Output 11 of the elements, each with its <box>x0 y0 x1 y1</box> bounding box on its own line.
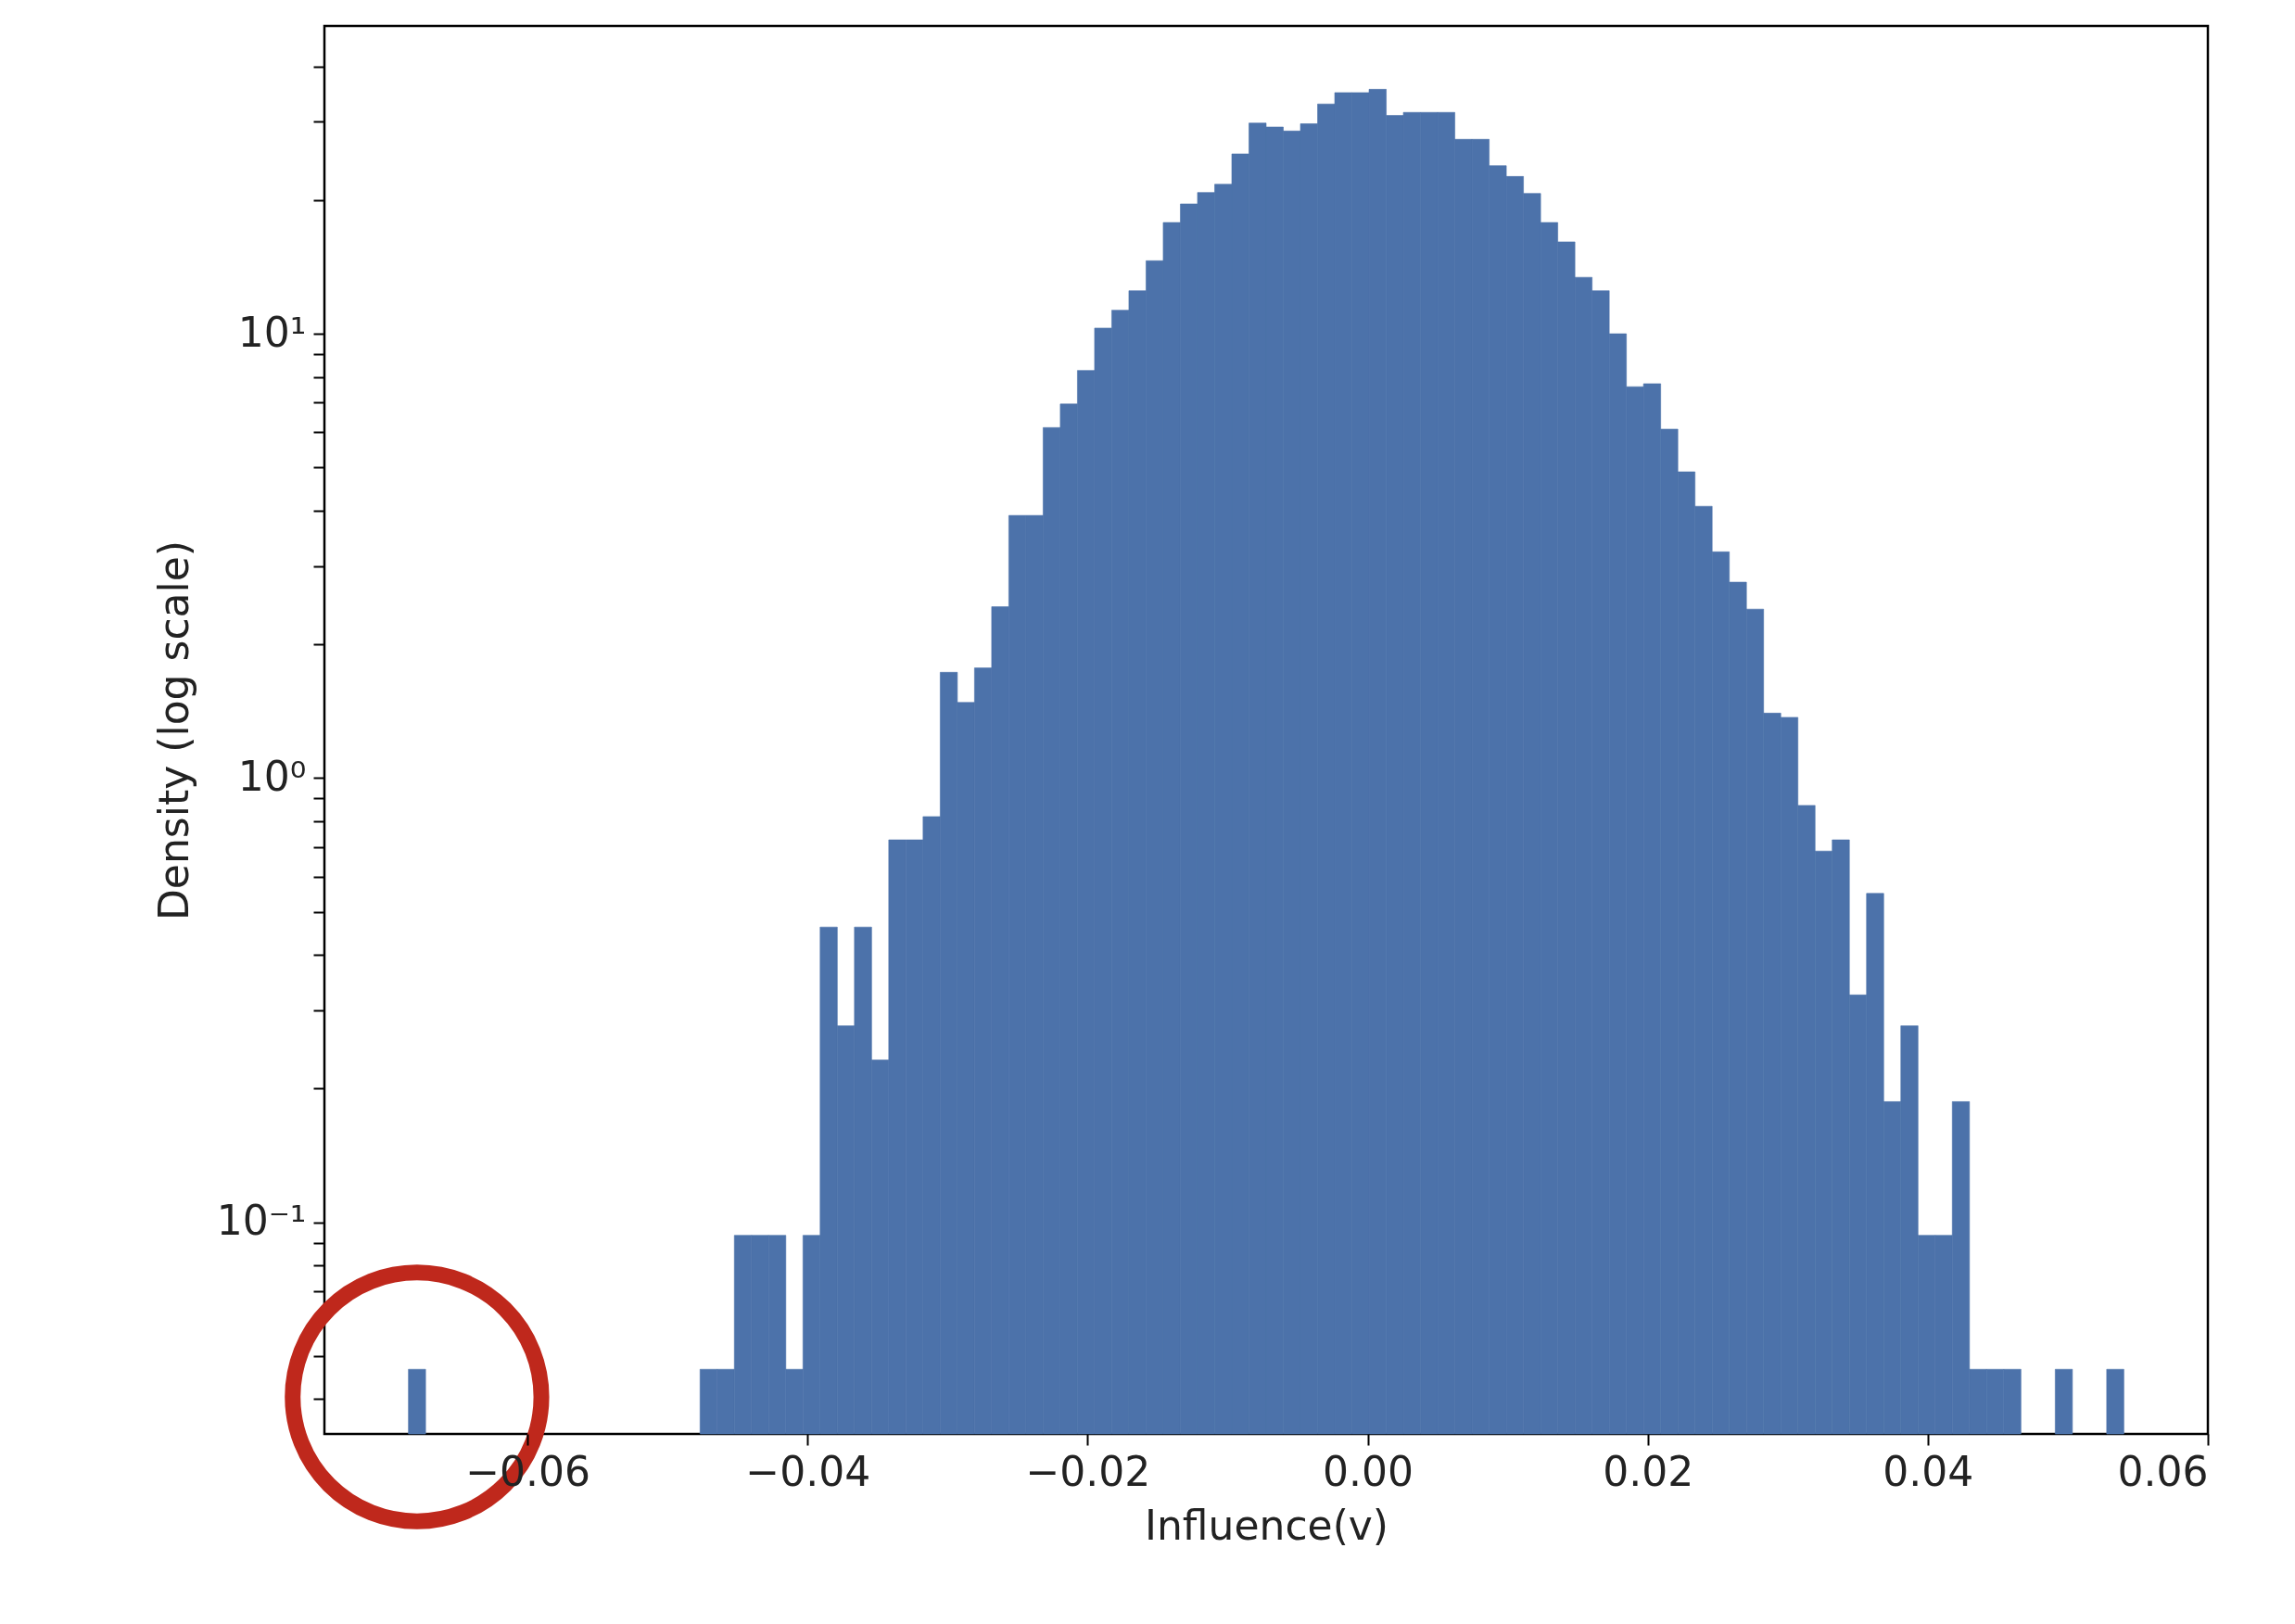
x-tick-label: 0.04 <box>1883 1447 1974 1495</box>
y-tick-label: 10⁰ <box>237 752 307 800</box>
x-tick-label: 0.02 <box>1603 1447 1694 1495</box>
x-tick-label: 0.06 <box>2117 1447 2209 1495</box>
y-axis-title: Density (log scale) <box>149 539 197 921</box>
y-tick-label: 10¹ <box>237 308 307 356</box>
x-tick-label: 0.00 <box>1323 1447 1414 1495</box>
y-tick-label: 10⁻¹ <box>216 1197 307 1245</box>
x-tick-label: −0.02 <box>1025 1447 1151 1495</box>
x-axis-title: Influence(v) <box>1144 1501 1389 1549</box>
x-tick-label: −0.04 <box>745 1447 871 1495</box>
